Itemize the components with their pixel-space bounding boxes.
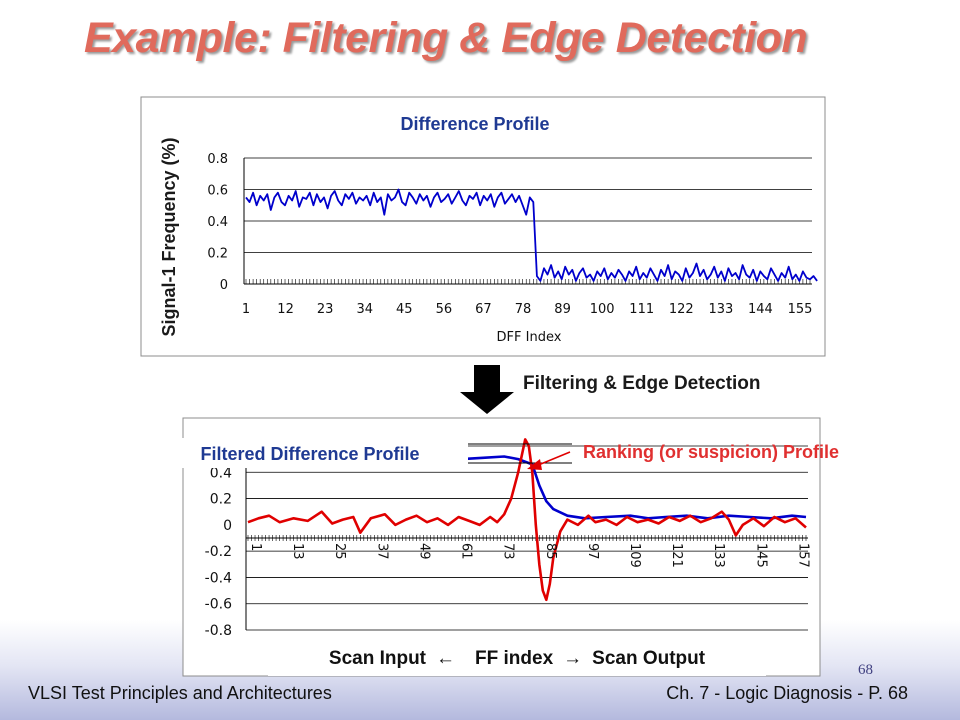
top-chart-y-tick-labels: 0 0.2 0.4 0.6 0.8: [207, 152, 228, 293]
bottom-x-tick-label-7: 85: [543, 543, 558, 560]
bottom-x-tick-label-1: 13: [290, 543, 305, 560]
bottom-y-tick-label-1: -0.6: [205, 597, 232, 613]
top-chart-title: Difference Profile: [400, 114, 549, 134]
top-y-tick-label-4: 0.8: [207, 152, 228, 167]
top-y-tick-label-2: 0.4: [207, 215, 228, 230]
bottom-y-tick-label-0: -0.8: [205, 623, 232, 639]
bottom-series-line-1: [247, 438, 807, 602]
top-x-tick-label-1: 12: [277, 302, 294, 317]
bottom-chart-title: Filtered Difference Profile: [200, 444, 419, 464]
bottom-chart-gridlines: [246, 445, 808, 631]
top-x-tick-label-0: 1: [242, 302, 250, 317]
top-x-tick-label-8: 89: [554, 302, 571, 317]
bottom-x-tick-label-6: 73: [501, 543, 516, 560]
bottom-x-tick-label-8: 97: [585, 543, 600, 560]
top-y-tick-label-1: 0.2: [207, 247, 228, 262]
bottom-y-tick-label-6: 0.4: [210, 465, 232, 481]
difference-profile-chart: Difference Profile Signal-1 Frequency (%…: [140, 96, 826, 357]
bottom-chart-y-tick-labels: -0.8-0.6-0.4-0.200.20.40.6: [205, 439, 232, 639]
top-x-tick-label-5: 56: [436, 302, 453, 317]
slide-title: Example: Filtering & Edge Detection: [84, 14, 808, 62]
top-y-tick-label-3: 0.6: [207, 184, 228, 199]
bottom-x-tick-label-0: 1: [248, 543, 263, 551]
top-x-tick-label-14: 155: [788, 302, 813, 317]
annotation-arrowhead-icon: [527, 459, 542, 470]
bottom-x-tick-label-10: 121: [669, 543, 684, 568]
top-x-tick-label-3: 34: [356, 302, 373, 317]
scan-input-label: Scan Input: [328, 648, 427, 669]
top-series-line-0: [245, 188, 818, 282]
bottom-chart-x-minor-ticks: [247, 535, 807, 541]
top-x-tick-label-6: 67: [475, 302, 492, 317]
ff-index-label: FF index: [475, 648, 554, 669]
top-chart-series-group: [245, 188, 818, 282]
top-chart-frame: [140, 96, 826, 357]
bottom-x-tick-label-2: 25: [332, 543, 347, 560]
top-x-tick-label-9: 100: [590, 302, 615, 317]
top-x-tick-label-13: 144: [748, 302, 773, 317]
footer-chapter-page: Ch. 7 - Logic Diagnosis - P. 68: [666, 683, 908, 703]
bottom-x-tick-label-3: 37: [374, 543, 389, 560]
top-x-tick-label-10: 111: [629, 302, 654, 317]
annotation-pointer-line: [535, 451, 571, 467]
bottom-y-tick-label-2: -0.4: [205, 570, 232, 586]
top-chart-gridlines: [244, 157, 812, 253]
top-x-tick-label-7: 78: [515, 302, 532, 317]
bottom-y-tick-label-5: 0.2: [210, 492, 232, 508]
bottom-y-tick-label-4: 0: [223, 518, 232, 534]
bottom-x-tick-label-13: 157: [796, 543, 811, 568]
bottom-x-tick-label-11: 133: [711, 543, 726, 568]
filtered-difference-profile-chart: -0.8-0.6-0.4-0.200.20.40.6 1132537496173…: [158, 417, 839, 677]
filtering-step-label: Filtering & Edge Detection: [523, 373, 761, 394]
footer-course-title: VLSI Test Principles and Architectures: [28, 683, 332, 703]
right-arrow-icon: →: [563, 648, 583, 669]
bottom-x-tick-label-5: 61: [459, 543, 474, 560]
top-x-tick-label-4: 45: [396, 302, 413, 317]
top-x-tick-label-12: 133: [708, 302, 733, 317]
bottom-chart-title-box: [158, 438, 468, 468]
scan-direction-caption: Scan Input ← FF index → Scan Output: [268, 642, 766, 676]
bottom-y-tick-label-3: -0.2: [205, 544, 232, 560]
page-number: 68: [858, 662, 873, 678]
bottom-x-tick-label-12: 145: [753, 543, 768, 568]
top-x-tick-label-11: 122: [669, 302, 694, 317]
scan-output-label: Scan Output: [592, 648, 706, 669]
bottom-x-tick-label-4: 49: [417, 543, 432, 560]
top-x-tick-label-2: 23: [317, 302, 334, 317]
top-chart-xlabel: DFF Index: [497, 330, 562, 345]
down-arrow-icon: [460, 365, 514, 414]
top-chart-x-tick-labels: 1 12 23 34 45 56 67 78 89 100 111 122 133 144 155: [242, 302, 813, 317]
top-y-tick-label-0: 0: [220, 278, 228, 293]
ranking-profile-annotation: Ranking (or suspicion) Profile: [583, 442, 839, 462]
top-chart-ylabel: Signal-1 Frequency (%): [159, 137, 179, 336]
bottom-chart-x-tick-labels: 1 13 25 37 49 61 73 85 97 109 121 133 145 157: [248, 543, 811, 568]
bottom-x-tick-label-9: 109: [627, 543, 642, 568]
left-arrow-icon: ←: [436, 648, 456, 669]
